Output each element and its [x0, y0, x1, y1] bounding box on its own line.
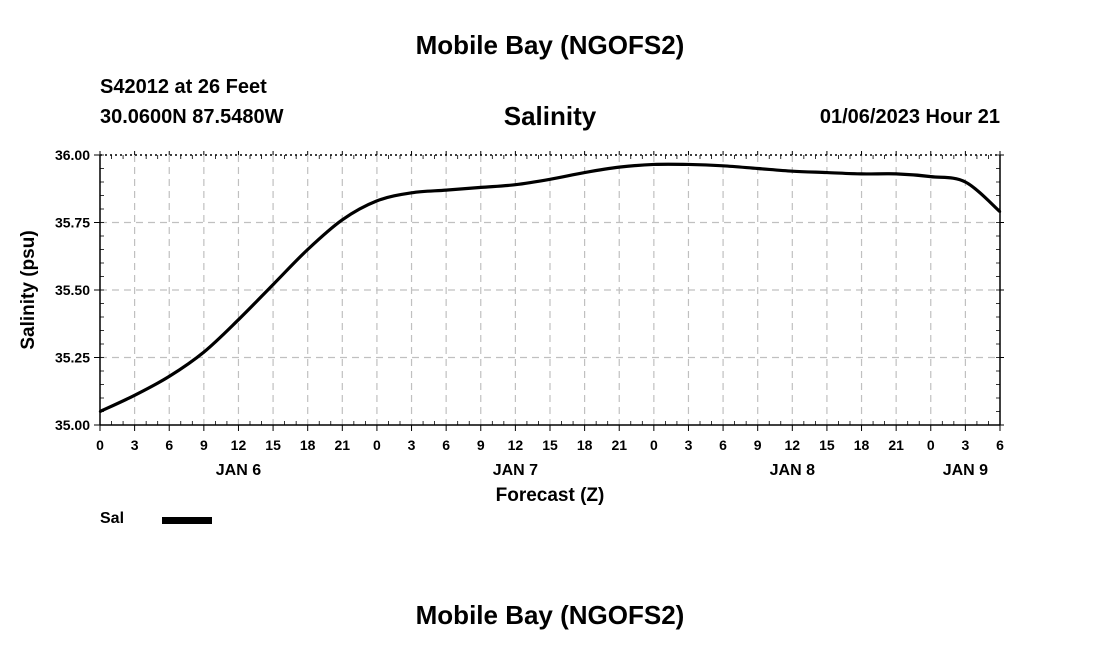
- x-tick-label: 12: [508, 437, 524, 453]
- series-point: [98, 410, 102, 413]
- x-tick-label: 18: [300, 437, 316, 453]
- x-tick-label: 18: [577, 437, 593, 453]
- y-tick-label: 35.50: [55, 282, 90, 298]
- x-tick-label: 0: [927, 437, 935, 453]
- x-tick-label: 21: [611, 437, 627, 453]
- y-tick-label: 35.00: [55, 417, 90, 433]
- series-point: [618, 165, 621, 169]
- series-point: [860, 172, 863, 176]
- x-tick-label: 0: [650, 437, 658, 453]
- x-tick-label: 18: [854, 437, 870, 453]
- x-tick-label: 3: [131, 437, 139, 453]
- x-tick-label: 9: [754, 437, 762, 453]
- y-tick-label: 35.75: [55, 215, 90, 231]
- date-label: JAN 7: [493, 462, 538, 479]
- x-tick-label: 12: [231, 437, 247, 453]
- x-tick-label: 6: [442, 437, 450, 453]
- series-point: [168, 375, 171, 378]
- series-point: [548, 178, 552, 181]
- legend-swatch: [162, 517, 212, 524]
- legend-label: Sal: [100, 510, 125, 527]
- x-tick-label: 15: [819, 437, 835, 453]
- series-point: [133, 394, 136, 397]
- station-label: S42012 at 26 Feet: [100, 76, 267, 98]
- x-axis-label: Forecast (Z): [496, 485, 605, 506]
- x-tick-label: 0: [96, 437, 104, 453]
- footer-title: Mobile Bay (NGOFS2): [415, 600, 685, 630]
- x-tick-label: 3: [961, 437, 969, 453]
- x-tick-label: 6: [996, 437, 1004, 453]
- series-point: [410, 191, 413, 194]
- x-tick-label: 21: [335, 437, 351, 453]
- x-tick-label: 15: [265, 437, 281, 453]
- date-label: JAN 9: [943, 462, 988, 479]
- series-point: [998, 210, 1002, 213]
- series-point: [514, 183, 517, 186]
- forecast-timestamp: 01/06/2023 Hour 21: [819, 106, 1000, 128]
- coordinates-label: 30.0600N 87.5480W: [100, 106, 284, 128]
- x-tick-label: 6: [165, 437, 173, 453]
- series-point: [687, 163, 690, 166]
- series-point: [964, 180, 967, 184]
- page-title: Mobile Bay (NGOFS2): [415, 30, 685, 60]
- series-point: [756, 167, 759, 170]
- x-tick-label: 0: [373, 437, 381, 453]
- series-point: [306, 248, 309, 251]
- series-point: [894, 172, 898, 176]
- series-point: [237, 318, 240, 321]
- series-point: [583, 171, 586, 174]
- series-point: [825, 171, 829, 174]
- series-point: [271, 283, 275, 286]
- x-tick-label: 21: [888, 437, 904, 453]
- series-point: [721, 164, 725, 167]
- x-tick-label: 6: [719, 437, 727, 453]
- date-label: JAN 6: [216, 462, 261, 479]
- y-tick-label: 36.00: [55, 147, 90, 163]
- y-axis-label: Salinity (psu): [18, 230, 39, 349]
- series-point: [929, 175, 932, 178]
- series-point: [375, 199, 379, 203]
- y-tick-label: 35.25: [55, 350, 90, 366]
- series-point: [652, 163, 656, 166]
- chart-title: Salinity: [503, 101, 597, 131]
- x-tick-label: 15: [542, 437, 558, 453]
- x-tick-label: 9: [200, 437, 208, 453]
- date-label: JAN 8: [770, 462, 815, 479]
- series-point: [791, 170, 794, 173]
- x-tick-label: 3: [408, 437, 416, 453]
- series-point: [444, 188, 448, 192]
- x-tick-label: 9: [477, 437, 485, 453]
- series-point: [341, 218, 344, 221]
- x-tick-label: 3: [685, 437, 693, 453]
- x-tick-label: 12: [785, 437, 801, 453]
- series-point: [479, 186, 482, 189]
- series-point: [202, 350, 206, 354]
